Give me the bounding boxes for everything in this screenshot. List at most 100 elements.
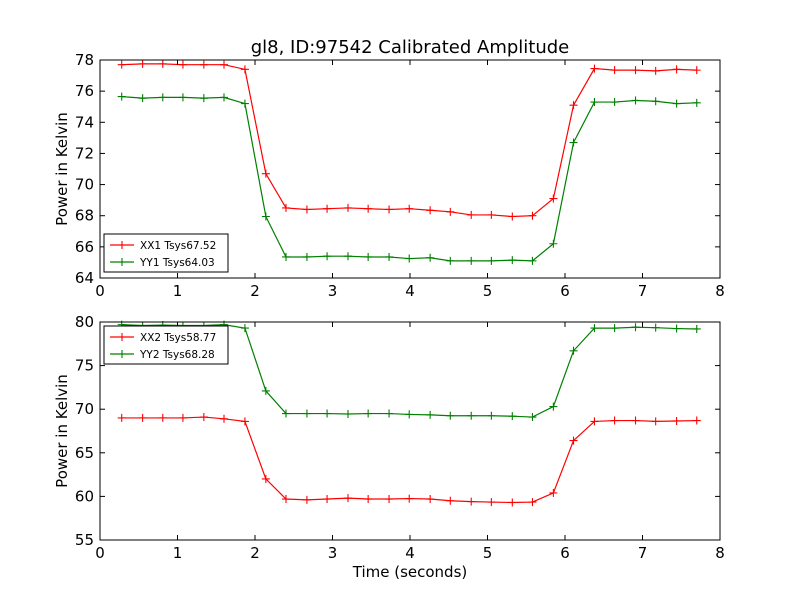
x-axis-label: Time (seconds) bbox=[352, 563, 468, 581]
data-point-marker bbox=[344, 409, 352, 418]
data-point-marker bbox=[385, 205, 394, 214]
data-point-marker bbox=[261, 474, 270, 483]
data-point-marker bbox=[631, 66, 640, 75]
data-point-marker bbox=[590, 324, 599, 333]
data-point-marker bbox=[467, 210, 476, 219]
data-point-marker bbox=[549, 488, 558, 497]
data-point-marker bbox=[487, 411, 496, 420]
y-tick-label: 76 bbox=[75, 82, 94, 100]
y-tick-label: 68 bbox=[75, 207, 94, 225]
y-tick-label: 70 bbox=[75, 176, 94, 194]
x-tick-label: 0 bbox=[95, 544, 105, 562]
data-point-marker bbox=[323, 495, 332, 504]
data-point-marker bbox=[610, 66, 619, 75]
data-point-marker bbox=[549, 239, 558, 248]
data-point-marker bbox=[302, 252, 311, 261]
y-tick-label: 80 bbox=[75, 313, 94, 331]
data-point-marker bbox=[651, 97, 660, 106]
data-point-marker bbox=[651, 66, 660, 75]
x-tick-label: 3 bbox=[328, 282, 338, 300]
data-point-marker bbox=[405, 254, 414, 263]
legend-label: XX2 Tsys58.77 bbox=[140, 332, 216, 344]
y-axis-label: Power in Kelvin bbox=[53, 374, 71, 488]
legend-box bbox=[103, 325, 229, 365]
data-point-marker bbox=[302, 409, 311, 418]
data-point-marker bbox=[610, 98, 619, 107]
x-tick-label: 8 bbox=[715, 282, 725, 300]
data-point-marker bbox=[467, 411, 476, 420]
y-tick-label: 72 bbox=[75, 144, 94, 162]
data-point-marker bbox=[508, 212, 517, 221]
data-point-marker bbox=[508, 256, 517, 265]
data-point-marker bbox=[651, 417, 660, 426]
data-point-marker bbox=[672, 416, 681, 425]
data-point-marker bbox=[302, 495, 311, 504]
data-point-marker bbox=[117, 92, 126, 101]
data-point-marker bbox=[590, 417, 599, 426]
data-point-marker bbox=[692, 98, 701, 107]
data-point-marker bbox=[405, 494, 414, 503]
x-tick-label: 8 bbox=[715, 544, 725, 562]
data-point-marker bbox=[385, 409, 394, 418]
x-tick-label: 6 bbox=[560, 544, 570, 562]
data-point-marker bbox=[508, 498, 517, 507]
x-tick-label: 0 bbox=[95, 282, 105, 300]
data-point-marker bbox=[240, 99, 249, 108]
data-point-marker bbox=[631, 416, 640, 425]
data-point-marker bbox=[240, 324, 249, 333]
legend-label: XX1 Tsys67.52 bbox=[140, 240, 216, 252]
data-point-marker bbox=[487, 498, 496, 507]
data-point-marker bbox=[590, 98, 599, 107]
data-point-marker bbox=[467, 497, 476, 506]
data-point-marker bbox=[364, 495, 373, 504]
data-point-marker bbox=[426, 253, 435, 262]
data-point-marker bbox=[344, 252, 352, 261]
data-point-marker bbox=[528, 498, 537, 507]
data-point-marker bbox=[446, 207, 455, 216]
data-point-marker bbox=[199, 94, 208, 103]
legend-label: YY1 Tsys64.03 bbox=[139, 257, 215, 269]
data-point-marker bbox=[282, 252, 290, 261]
data-point-marker bbox=[344, 494, 352, 503]
data-point-marker bbox=[302, 205, 311, 214]
legend-box bbox=[103, 233, 229, 273]
x-tick-label: 2 bbox=[250, 544, 260, 562]
data-point-marker bbox=[364, 252, 373, 261]
data-point-marker bbox=[610, 416, 619, 425]
data-point-marker bbox=[178, 60, 187, 69]
y-tick-label: 65 bbox=[75, 444, 94, 462]
data-point-marker bbox=[528, 211, 537, 220]
x-tick-label: 1 bbox=[173, 544, 183, 562]
data-point-marker bbox=[631, 323, 640, 332]
data-point-marker bbox=[610, 324, 619, 333]
data-point-marker bbox=[220, 414, 228, 423]
y-tick-label: 55 bbox=[75, 531, 94, 549]
data-point-marker bbox=[261, 386, 270, 395]
y-tick-label: 66 bbox=[75, 238, 94, 256]
x-tick-label: 2 bbox=[250, 282, 260, 300]
data-point-marker bbox=[240, 417, 249, 426]
data-point-marker bbox=[282, 495, 290, 504]
data-point-marker bbox=[158, 93, 167, 102]
data-point-marker bbox=[282, 203, 290, 212]
data-point-marker bbox=[672, 324, 681, 333]
data-point-marker bbox=[364, 409, 373, 418]
data-point-marker bbox=[446, 256, 455, 265]
data-point-marker bbox=[631, 96, 640, 105]
y-tick-label: 64 bbox=[75, 269, 94, 287]
data-point-marker bbox=[508, 412, 517, 421]
data-point-marker bbox=[405, 204, 414, 213]
data-point-marker bbox=[569, 138, 578, 147]
legend: XX2 Tsys58.77 YY2 Tsys68.28 bbox=[103, 325, 229, 365]
chart-title: gl8, ID:97542 Calibrated Amplitude bbox=[251, 37, 570, 58]
data-point-marker bbox=[569, 346, 578, 355]
data-point-marker bbox=[692, 66, 701, 75]
data-point-marker bbox=[426, 410, 435, 419]
data-point-marker bbox=[569, 101, 578, 110]
x-tick-label: 4 bbox=[405, 544, 415, 562]
data-point-marker bbox=[344, 203, 352, 212]
data-point-marker bbox=[117, 60, 126, 69]
data-point-marker bbox=[549, 402, 558, 411]
